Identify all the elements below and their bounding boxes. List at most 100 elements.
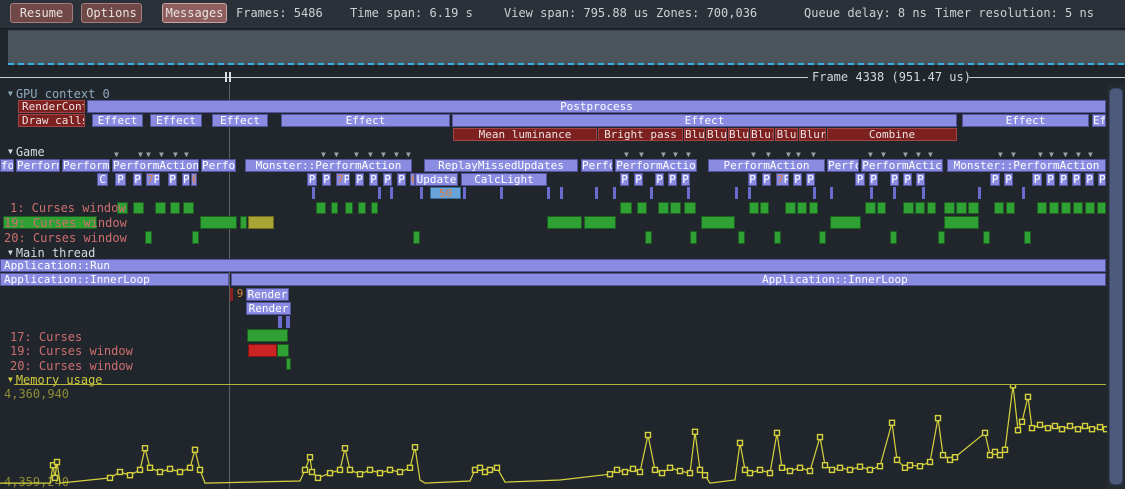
zone-bar[interactable]: Blur: [728, 128, 749, 141]
zone-tick[interactable]: [595, 187, 598, 199]
zone-bar[interactable]: [133, 202, 144, 214]
zone-bar[interactable]: P: [634, 173, 643, 186]
zone-bar[interactable]: [358, 202, 366, 214]
zone-bar[interactable]: P: [307, 173, 317, 186]
zone-bar[interactable]: Application::InnerLoop: [0, 273, 229, 286]
zone-bar[interactable]: CalcLight: [461, 173, 547, 186]
zone-tick[interactable]: [890, 231, 897, 244]
zone-bar[interactable]: P: [762, 173, 771, 186]
zone-bar[interactable]: [1061, 202, 1071, 214]
zone-bar[interactable]: [183, 202, 194, 214]
zone-bar[interactable]: [620, 202, 632, 214]
zone-tick[interactable]: [830, 187, 833, 199]
zone-bar[interactable]: Effect: [452, 114, 957, 127]
zone-tick[interactable]: [978, 187, 981, 199]
zone-bar[interactable]: Application::Run: [0, 259, 1106, 272]
zone-tick[interactable]: [500, 187, 503, 199]
zone-bar[interactable]: Blur: [706, 128, 727, 141]
zone-tick[interactable]: [278, 316, 282, 328]
messages-button[interactable]: Messages: [162, 3, 227, 23]
zone-tick[interactable]: [413, 231, 420, 244]
zone-bar[interactable]: Effect: [212, 114, 268, 127]
zone-bar[interactable]: Perfc: [827, 159, 859, 172]
zone-bar[interactable]: P: [182, 173, 190, 186]
zone-bar[interactable]: [637, 202, 647, 214]
zone-bar[interactable]: P: [383, 173, 392, 186]
memory-usage-chart[interactable]: [0, 385, 1107, 489]
zone-bar[interactable]: ReplayMissedUpdates: [424, 159, 578, 172]
zone-bar[interactable]: [797, 202, 807, 214]
zone-bar[interactable]: P: [855, 173, 865, 186]
zone-bar[interactable]: P: [903, 173, 912, 186]
zone-bar[interactable]: [927, 202, 936, 214]
zone-bar[interactable]: [247, 329, 288, 342]
zone-tick[interactable]: [893, 187, 896, 199]
zone-bar[interactable]: [1085, 202, 1095, 214]
zone-bar[interactable]: PerformActio: [615, 159, 697, 172]
zone-bar[interactable]: [200, 216, 237, 229]
frame-range-handle[interactable]: [225, 72, 227, 82]
zone-bar[interactable]: [331, 202, 338, 214]
zone-bar[interactable]: Blur: [799, 128, 826, 141]
zone-bar[interactable]: Effect: [150, 114, 202, 127]
section-header-main-thread[interactable]: ▼ Main thread: [8, 246, 96, 260]
section-header-memory[interactable]: ▼ Memory usage: [8, 373, 103, 387]
zone-bar[interactable]: [1097, 202, 1106, 214]
zone-bar[interactable]: [994, 202, 1004, 214]
zone-bar[interactable]: 7P: [146, 173, 160, 186]
zone-bar[interactable]: [968, 202, 979, 214]
zone-tick[interactable]: [690, 231, 697, 244]
zone-bar[interactable]: RenderConte: [18, 100, 85, 113]
thread-label-20[interactable]: 20: Curses window: [4, 231, 127, 245]
frame-overview-strip[interactable]: [8, 30, 1125, 65]
zone-bar[interactable]: Perform: [62, 159, 110, 172]
zone-bar[interactable]: [877, 202, 886, 214]
zone-bar[interactable]: [809, 202, 818, 214]
zone-tick[interactable]: [420, 187, 423, 199]
zone-bar[interactable]: [903, 202, 914, 214]
zone-bar[interactable]: PerformActic: [861, 159, 943, 172]
zone-bar[interactable]: P: [1032, 173, 1042, 186]
zone-bar[interactable]: Effect: [962, 114, 1089, 127]
zone-bar[interactable]: Postprocess: [87, 100, 1106, 113]
zone-bar[interactable]: P: [369, 173, 378, 186]
zone-bar[interactable]: [371, 202, 378, 214]
zone-bar[interactable]: Effect: [92, 114, 143, 127]
zone-bar[interactable]: fo: [0, 159, 14, 172]
section-header-gpu[interactable]: ▼ GPU context 0: [8, 87, 110, 101]
zone-bar[interactable]: P: [133, 173, 142, 186]
zone-bar[interactable]: P: [1085, 173, 1094, 186]
zone-bar[interactable]: Effect: [281, 114, 450, 127]
zone-bar[interactable]: P: [620, 173, 629, 186]
zone-bar[interactable]: [1037, 202, 1047, 214]
section-header-game[interactable]: ▼ Game: [8, 145, 45, 159]
zone-tick[interactable]: [1022, 187, 1025, 199]
zone-tick[interactable]: [870, 187, 873, 199]
zone-bar[interactable]: [1049, 202, 1059, 214]
zone-tick[interactable]: [748, 187, 751, 199]
zone-bar[interactable]: [155, 202, 166, 214]
zone-bar[interactable]: [760, 202, 769, 214]
zone-bar[interactable]: [286, 358, 291, 370]
zone-bar[interactable]: 9: [236, 288, 244, 300]
zone-tick[interactable]: [378, 187, 381, 199]
zone-bar[interactable]: [956, 202, 967, 214]
zone-bar[interactable]: Monster::PerformAction: [947, 159, 1106, 172]
zone-bar[interactable]: P: [1059, 173, 1068, 186]
zone-bar[interactable]: Update: [415, 173, 458, 186]
zone-bar[interactable]: P: [168, 173, 177, 186]
zone-bar[interactable]: Combine: [827, 128, 957, 141]
zone-bar[interactable]: P: [990, 173, 1000, 186]
zone-bar[interactable]: 7P: [336, 173, 350, 186]
frame-range-handle[interactable]: [229, 72, 231, 82]
zone-bar[interactable]: [944, 202, 955, 214]
zone-bar[interactable]: Perform: [16, 159, 60, 172]
zone-bar[interactable]: P: [1004, 173, 1013, 186]
zone-bar[interactable]: [170, 202, 180, 214]
zone-bar[interactable]: [701, 216, 735, 229]
zone-bar[interactable]: PerformAction: [708, 159, 825, 172]
zone-tick[interactable]: [819, 231, 826, 244]
thread-label-17-main[interactable]: 17: Curses: [10, 330, 83, 344]
zone-bar[interactable]: P: [1098, 173, 1106, 186]
zone-bar[interactable]: [345, 202, 353, 214]
